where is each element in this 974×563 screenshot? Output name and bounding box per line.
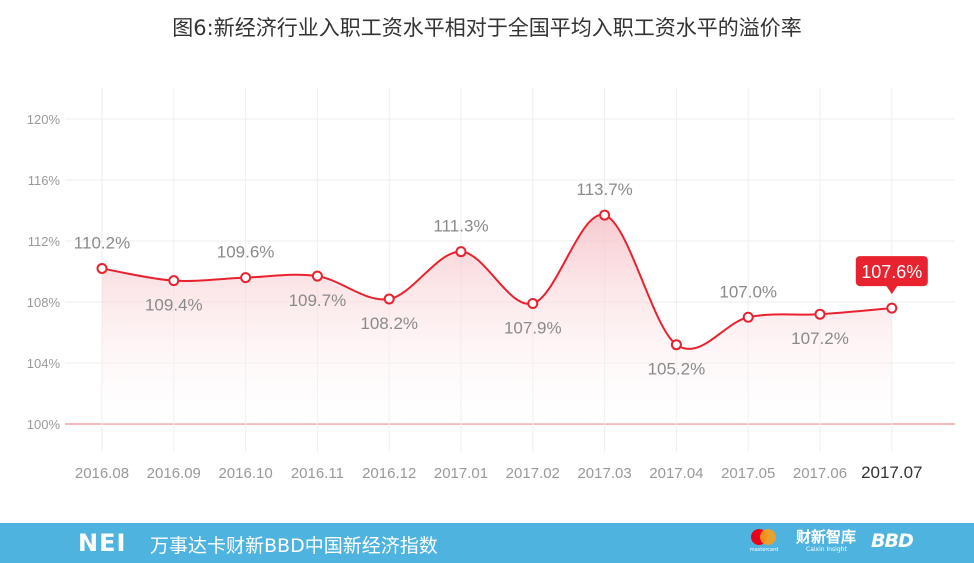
data-point [311, 270, 323, 282]
caixin-logo-caption: Caixin Insight [806, 546, 847, 553]
premium-rate-area-chart: 110.2% 109.4% 109.6% 109.7% 108.2% 111.3% 107.… [27, 88, 955, 482]
area-fill [102, 214, 892, 424]
data-label: 110.2% [74, 233, 130, 252]
data-label: 107.6% [861, 262, 922, 282]
data-label: 107.0% [719, 282, 777, 301]
x-tick-label: 2016.12 [362, 465, 416, 482]
data-label: 107.2% [791, 329, 849, 348]
x-tick-label: 2017.05 [721, 465, 775, 482]
caixin-logo-text: 财新智库 [796, 528, 857, 546]
data-point [814, 308, 826, 320]
caixin-insight-logo: 财新智库 Caixin Insight [796, 528, 856, 554]
data-point [599, 209, 611, 221]
x-tick-label: 2016.10 [218, 465, 272, 482]
footer-bar: NEI 万事达卡财新BBD中国新经济指数 mastercard 财新智库 Cai… [0, 523, 974, 563]
x-tick-label: 2016.08 [75, 465, 129, 482]
data-label: 109.6% [217, 243, 275, 262]
data-point [742, 311, 754, 323]
highlight-label: 107.6% [855, 256, 928, 295]
y-axis-ticks: 100% 104% 108% 112% 116% 120% [27, 112, 61, 432]
data-point [96, 262, 108, 274]
data-label: 113.7% [576, 180, 632, 199]
mastercard-orange-circle-icon [760, 529, 776, 545]
y-tick-label: 100% [27, 417, 61, 432]
index-name: 万事达卡财新BBD中国新经济指数 [150, 535, 438, 557]
data-point [455, 246, 467, 258]
bbd-logo: BBD [871, 530, 914, 552]
data-labels: 110.2% 109.4% 109.6% 109.7% 108.2% 111.3% 107.… [74, 180, 928, 379]
y-tick-label: 120% [27, 112, 61, 127]
x-tick-label: 2016.09 [147, 465, 201, 482]
x-axis-ticks: 2016.08 2016.09 2016.10 2016.11 2016.12 2017.… [75, 463, 923, 482]
x-tick-label: 2017.01 [434, 465, 488, 482]
data-label: 111.3% [433, 217, 488, 236]
data-label: 107.9% [504, 319, 562, 338]
data-point [383, 293, 395, 305]
data-label: 105.2% [648, 360, 706, 379]
data-point [527, 298, 539, 310]
data-point [670, 339, 682, 351]
nei-logo: NEI [78, 529, 127, 557]
data-point [886, 302, 898, 314]
highlight-label-pointer [885, 285, 898, 295]
data-label: 109.7% [289, 291, 347, 310]
data-point [240, 272, 252, 284]
mastercard-logo: mastercard [748, 527, 778, 559]
series-area [102, 214, 892, 424]
y-tick-label: 116% [28, 173, 61, 188]
mastercard-caption: mastercard [749, 547, 779, 553]
y-tick-label: 104% [27, 356, 61, 371]
x-tick-label: 2016.11 [291, 465, 344, 482]
x-tick-label: 2017.04 [649, 465, 703, 482]
y-tick-label: 108% [27, 295, 61, 310]
data-points [96, 209, 898, 351]
y-tick-label: 112% [28, 234, 61, 249]
x-tick-label: 2017.06 [793, 465, 847, 482]
data-point [168, 275, 180, 287]
x-tick-label: 2017.03 [577, 465, 631, 482]
x-tick-label: 2017.07 [861, 463, 922, 482]
x-tick-label: 2017.02 [506, 465, 560, 482]
data-label: 109.4% [145, 296, 203, 315]
highlight-label-box [855, 256, 928, 287]
data-label: 108.2% [360, 314, 418, 333]
chart-title: 图6:新经济行业入职工资水平相对于全国平均入职工资水平的溢价率 [172, 16, 802, 40]
